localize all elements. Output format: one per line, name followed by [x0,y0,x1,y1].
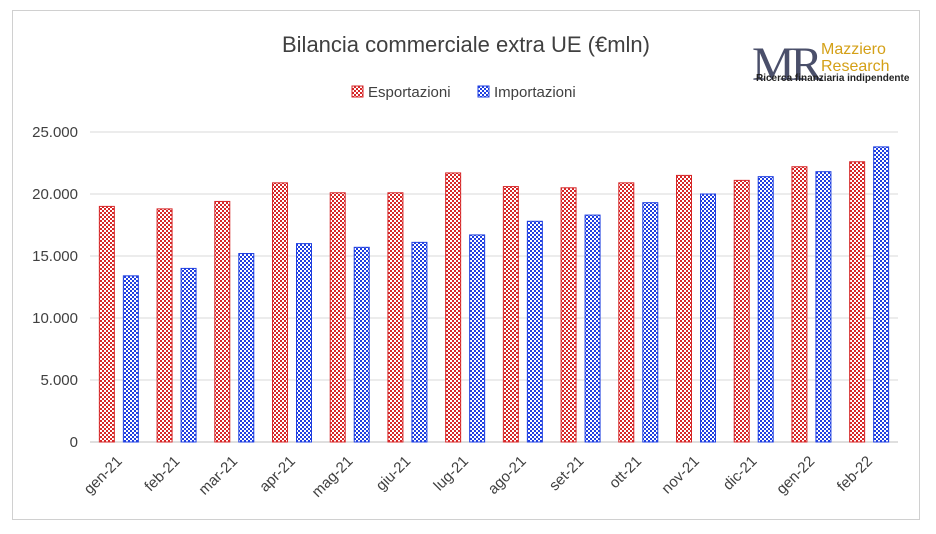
bar-esportazioni-gen-22 [791,166,808,443]
bar-esportazioni-ago-21 [502,186,519,443]
bar-importazioni-ago-21 [526,220,543,443]
bar-esportazioni-mar-21 [214,200,231,443]
bars [98,146,890,443]
bar-esportazioni-set-21 [560,187,577,443]
x-tick-label: giu-21 [373,453,415,495]
y-tick-label: 25.000 [32,124,78,141]
y-tick-label: 20.000 [32,186,78,203]
bar-esportazioni-gen-21 [98,205,115,443]
y-tick-label: 10.000 [32,310,78,327]
bar-esportazioni-ott-21 [618,182,635,443]
bar-importazioni-feb-22 [873,146,890,443]
x-tick-label: mag-21 [309,453,357,501]
bar-importazioni-dic-21 [757,176,774,443]
bar-importazioni-apr-21 [296,243,312,443]
legend: Esportazioni Importazioni [351,84,576,101]
bar-importazioni-feb-21 [180,267,197,443]
bar-importazioni-lug-21 [469,234,486,443]
legend-label-importazioni: Importazioni [494,84,576,101]
bar-esportazioni-nov-21 [676,174,692,443]
legend-swatch-importazioni [477,85,490,98]
y-axis: 0 5.000 10.000 15.000 20.000 25.000 [32,124,78,451]
x-tick-label: lug-21 [430,453,472,495]
bar-importazioni-mag-21 [353,246,370,443]
bar-importazioni-mar-21 [238,253,255,443]
x-tick-label: dic-21 [720,453,761,494]
bar-importazioni-set-21 [584,214,601,443]
x-tick-label: gen-22 [773,453,818,498]
legend-swatch-esportazioni [351,85,364,98]
legend-label-esportazioni: Esportazioni [368,84,451,101]
logo-name-line1: Mazziero [821,41,886,58]
logo-mark: MR [752,38,823,91]
x-tick-label: feb-21 [141,453,183,495]
bar-esportazioni-mag-21 [329,192,346,443]
x-tick-label: mar-21 [195,453,241,499]
x-tick-label: set-21 [546,453,588,495]
logo-tagline: Ricerca finanziaria indipendente [756,73,910,84]
gridlines [90,131,898,443]
bar-esportazioni-feb-22 [849,161,866,443]
chart-title: Bilancia commerciale extra UE (€mln) [282,32,650,57]
bar-importazioni-giu-21 [411,241,428,443]
y-tick-label: 15.000 [32,248,78,265]
mazziero-logo: MR Mazziero Research Ricerca finanziaria… [752,38,910,91]
bar-esportazioni-giu-21 [387,192,404,443]
bar-importazioni-gen-21 [122,275,139,443]
bar-importazioni-gen-22 [815,171,832,443]
bar-importazioni-nov-21 [700,193,716,443]
bar-importazioni-ott-21 [642,202,659,443]
x-tick-label: nov-21 [658,453,702,497]
bar-esportazioni-lug-21 [445,172,462,443]
y-tick-label: 5.000 [40,372,78,389]
x-tick-label: ago-21 [485,453,530,498]
y-tick-label: 0 [70,434,78,451]
x-tick-label: ott-21 [606,453,645,492]
x-tick-label: apr-21 [256,453,299,496]
x-tick-label: feb-22 [834,453,876,495]
x-tick-label: gen-21 [81,453,126,498]
bar-esportazioni-dic-21 [733,179,750,443]
bar-esportazioni-apr-21 [272,182,288,443]
logo-name-line2: Research [821,58,889,75]
x-axis: gen-21 feb-21 mar-21 apr-21 mag-21 giu-21 lug-… [81,453,876,501]
bar-esportazioni-feb-21 [156,208,173,443]
